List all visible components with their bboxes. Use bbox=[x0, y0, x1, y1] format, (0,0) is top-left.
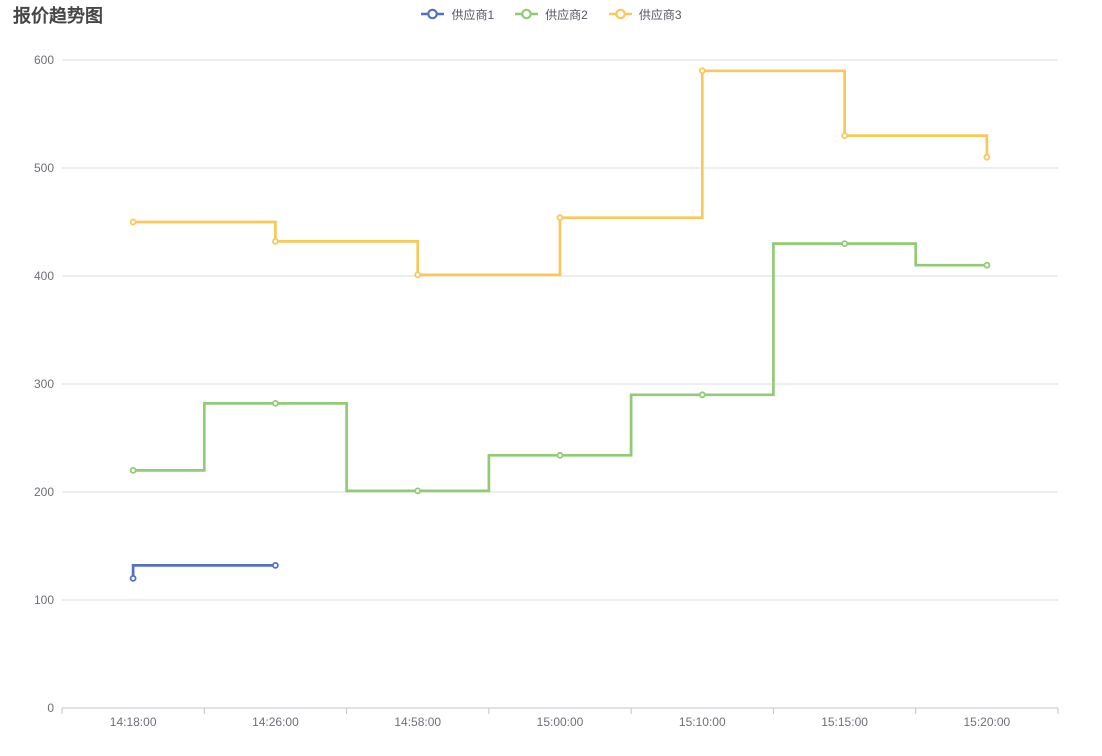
y-axis-label: 600 bbox=[34, 53, 54, 67]
legend-line-circle-icon bbox=[515, 8, 539, 20]
x-axis-label: 15:10:00 bbox=[679, 715, 726, 729]
legend-item-supplier-2[interactable]: 供应商2 bbox=[514, 6, 588, 23]
y-axis-label: 300 bbox=[34, 377, 54, 391]
data-point-supplier-2[interactable] bbox=[556, 451, 564, 459]
data-point-supplier-3[interactable] bbox=[983, 153, 991, 161]
legend-line-circle-icon bbox=[421, 8, 445, 20]
data-point-supplier-3[interactable] bbox=[271, 237, 279, 245]
series-line-supplier-1[interactable] bbox=[131, 564, 276, 579]
y-axis-label: 400 bbox=[34, 269, 54, 283]
data-point-supplier-2[interactable] bbox=[983, 261, 991, 269]
data-point-supplier-2[interactable] bbox=[414, 487, 422, 495]
data-point-supplier-3[interactable] bbox=[698, 67, 706, 75]
legend: 供应商1 供应商2 供应商3 bbox=[0, 4, 1102, 24]
data-point-supplier-1[interactable] bbox=[271, 562, 279, 569]
legend-label: 供应商1 bbox=[451, 7, 495, 22]
x-axis-label: 14:58:00 bbox=[394, 715, 441, 729]
data-point-supplier-3[interactable] bbox=[556, 214, 564, 222]
x-axis-label: 15:00:00 bbox=[537, 715, 584, 729]
legend-label: 供应商2 bbox=[545, 7, 588, 22]
data-point-supplier-1[interactable] bbox=[129, 575, 137, 582]
y-axis-label: 100 bbox=[34, 593, 54, 607]
legend-label: 供应商3 bbox=[638, 7, 682, 22]
data-point-supplier-3[interactable] bbox=[414, 271, 422, 279]
data-point-supplier-2[interactable] bbox=[271, 399, 279, 407]
data-point-supplier-2[interactable] bbox=[841, 240, 848, 248]
y-axis-label: 0 bbox=[47, 701, 54, 715]
y-axis-label: 500 bbox=[34, 161, 54, 175]
data-point-supplier-3[interactable] bbox=[841, 132, 848, 140]
legend-item-supplier-1[interactable]: 供应商1 bbox=[420, 6, 494, 23]
x-axis-label: 14:18:00 bbox=[110, 715, 157, 729]
legend-item-supplier-3[interactable]: 供应商3 bbox=[608, 6, 682, 23]
data-point-supplier-2[interactable] bbox=[698, 391, 706, 399]
data-point-supplier-2[interactable] bbox=[129, 466, 137, 474]
x-axis-label: 14:26:00 bbox=[252, 715, 299, 729]
chart-title: 报价趋势图 bbox=[13, 6, 103, 26]
x-axis-label: 15:20:00 bbox=[963, 715, 1010, 729]
x-axis-label: 15:15:00 bbox=[821, 715, 868, 729]
legend-line-circle-icon bbox=[608, 8, 632, 20]
data-point-supplier-3[interactable] bbox=[129, 218, 137, 226]
y-axis-label: 200 bbox=[34, 485, 54, 499]
